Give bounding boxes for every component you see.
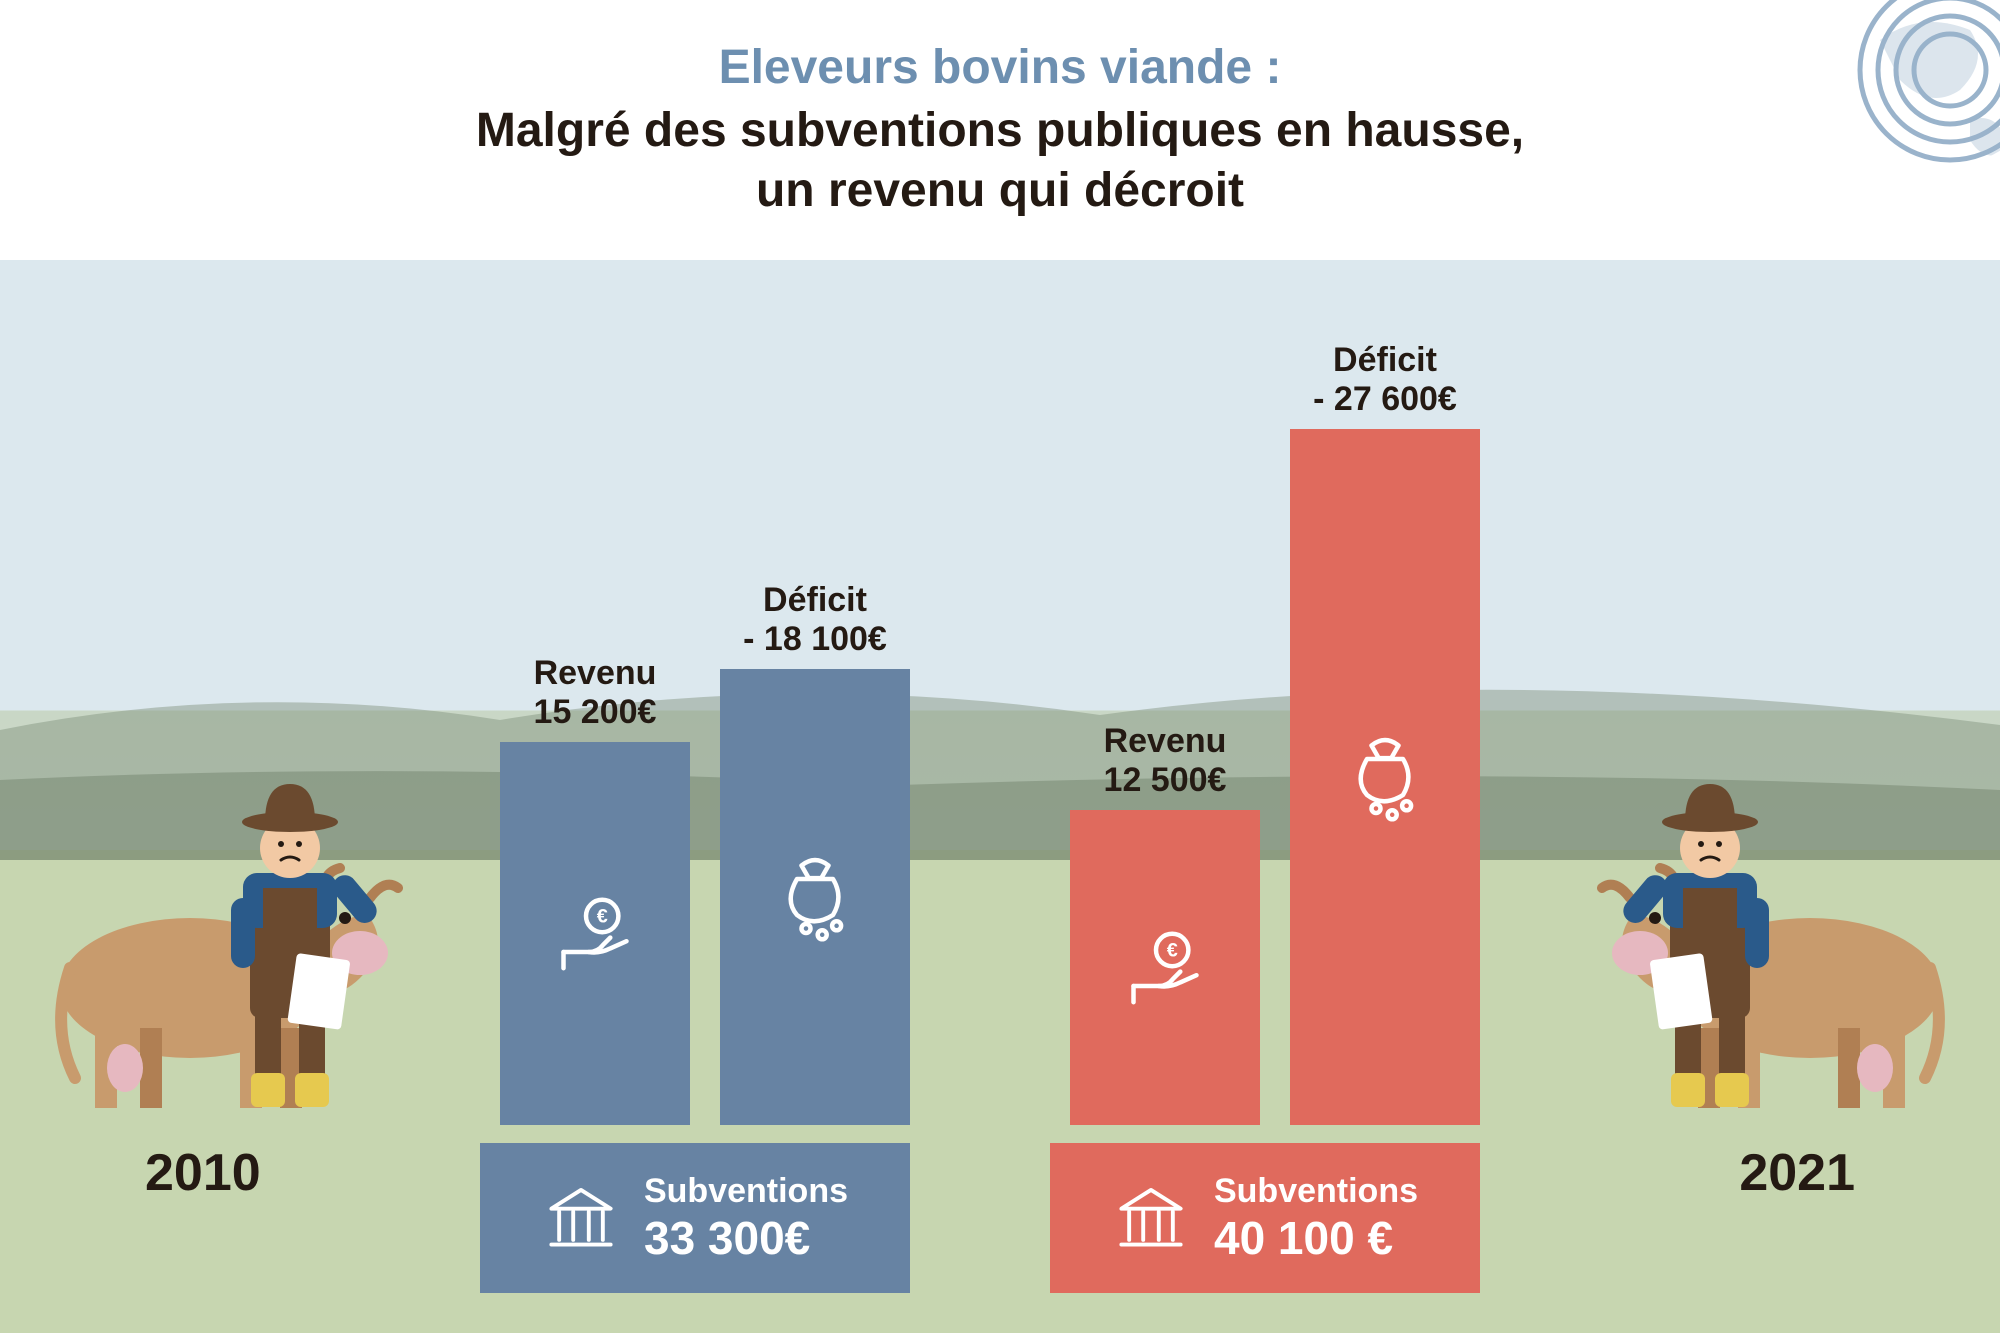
bar-value: - 18 100€: [743, 620, 887, 659]
year-label-2010: 2010: [145, 1143, 261, 1203]
farmer-cow-2021: [1580, 758, 1960, 1123]
bar-value: 12 500€: [1104, 761, 1227, 800]
subvention-value: 33 300€: [644, 1211, 848, 1265]
svg-text:€: €: [597, 905, 608, 927]
title-line-1: Eleveurs bovins viande :: [0, 40, 2000, 95]
bar-value: - 27 600€: [1313, 380, 1457, 419]
title-line-2: Malgré des subventions publiques en haus…: [0, 101, 2000, 161]
year-label-2021: 2021: [1739, 1143, 1855, 1203]
hand-euro-icon: €: [1120, 923, 1210, 1013]
hand-euro-icon: €: [550, 889, 640, 979]
money-bag-drop-icon: [770, 852, 860, 942]
bar-value: 15 200€: [534, 693, 657, 732]
bar-revenu-2021: Revenu 12 500€ €: [1070, 722, 1260, 1125]
svg-text:€: €: [1167, 939, 1178, 961]
bar-revenu-2010: Revenu 15 200€ €: [500, 654, 690, 1125]
globe-fingerprint-icon: [1820, 0, 2000, 180]
money-bag-drop-icon: [1340, 732, 1430, 822]
farmer-cow-2010: [40, 758, 420, 1123]
bar-group-2010: Revenu 15 200€ €: [480, 365, 930, 1293]
bar-group-2021: Revenu 12 500€ €: [1050, 365, 1500, 1293]
bar-name: Revenu: [1104, 722, 1227, 761]
subvention-name: Subventions: [1214, 1172, 1418, 1211]
subvention-box-2021: Subventions 40 100 €: [1050, 1143, 1480, 1293]
bar-deficit-2021: Déficit - 27 600€: [1290, 341, 1480, 1125]
bar-name: Déficit: [1313, 341, 1457, 380]
subvention-value: 40 100 €: [1214, 1211, 1418, 1265]
bar-deficit-2010: Déficit - 18 100€: [720, 581, 910, 1125]
chart-area: 2010: [0, 260, 2000, 1333]
bank-icon: [542, 1179, 620, 1257]
bank-icon: [1112, 1179, 1190, 1257]
title-line-3: un revenu qui décroit: [0, 161, 2000, 221]
subvention-name: Subventions: [644, 1172, 848, 1211]
bar-name: Revenu: [534, 654, 657, 693]
header: Eleveurs bovins viande : Malgré des subv…: [0, 0, 2000, 260]
subvention-box-2010: Subventions 33 300€: [480, 1143, 910, 1293]
bar-name: Déficit: [743, 581, 887, 620]
